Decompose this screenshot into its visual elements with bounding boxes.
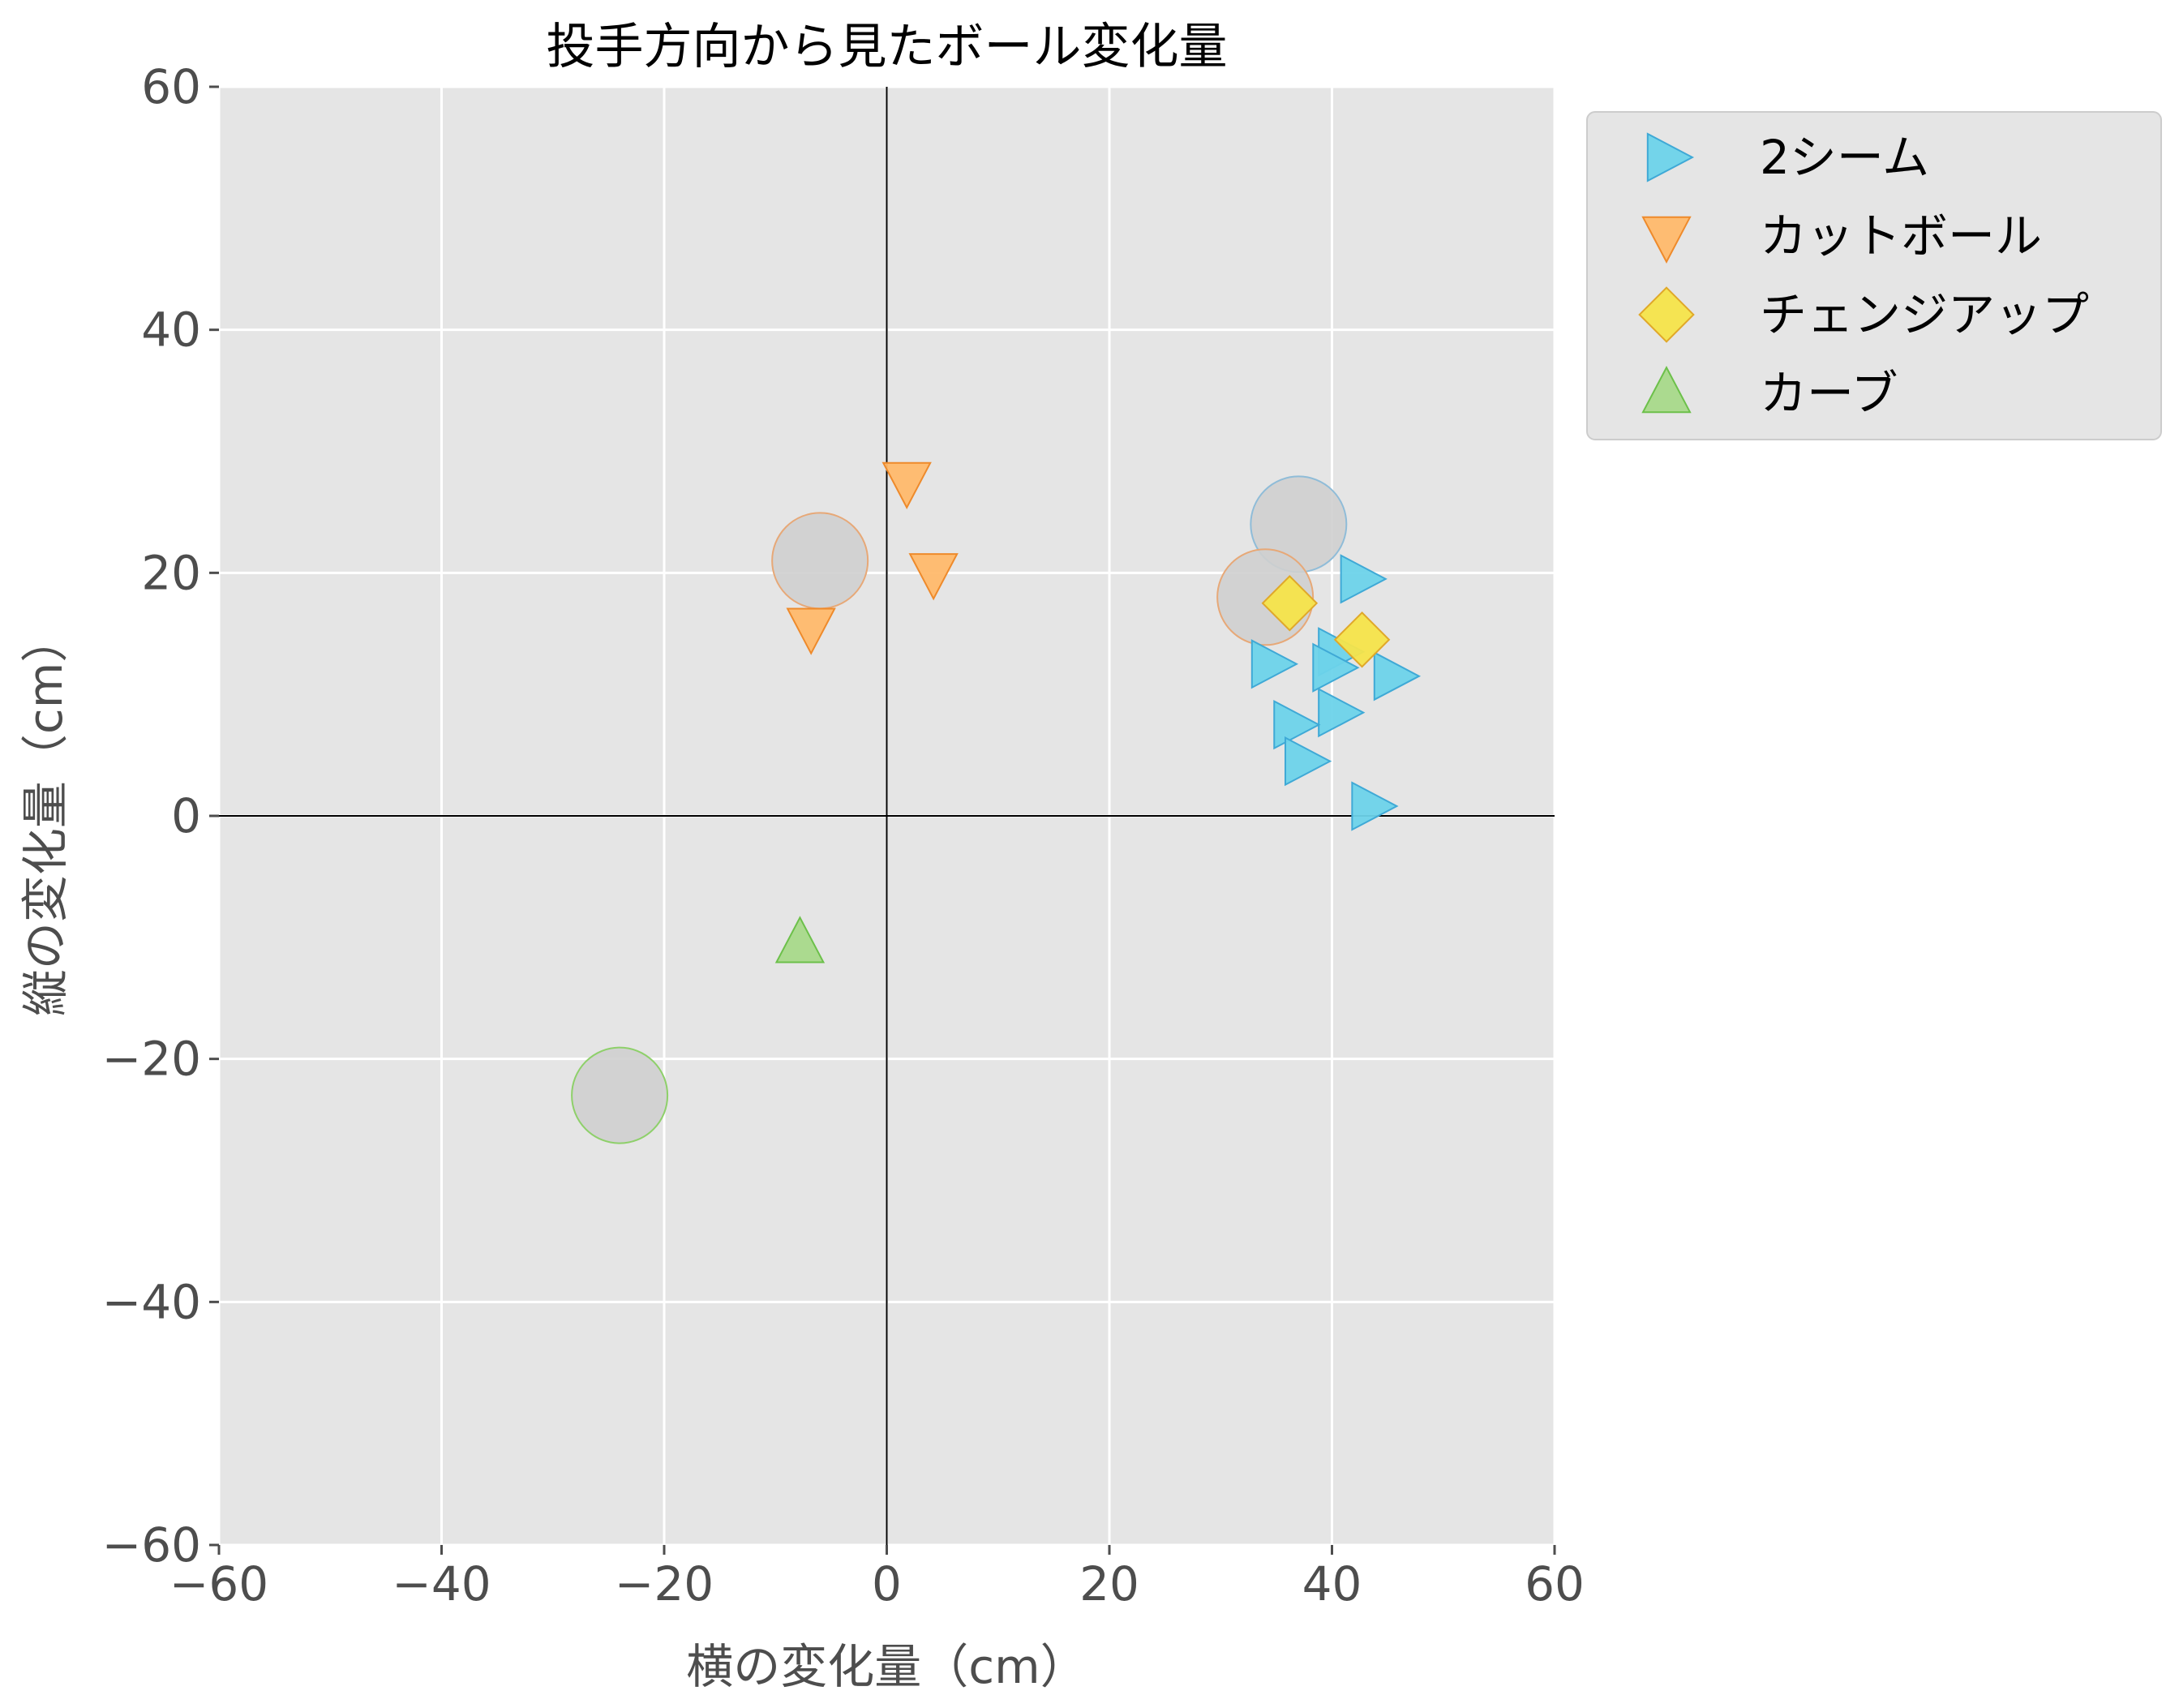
legend-box <box>1586 111 2162 440</box>
legend-marker <box>1638 286 1695 343</box>
data-point <box>1284 736 1332 787</box>
y-tick-label: −60 <box>102 1517 201 1573</box>
legend-marker <box>1641 216 1692 264</box>
y-tick-label: 40 <box>141 303 201 358</box>
chart-title: 投手方向から見たボール変化量 <box>547 19 1228 75</box>
legend-label: カットボール <box>1760 208 2042 264</box>
data-point <box>908 553 959 601</box>
data-point <box>786 607 836 655</box>
y-axis-label: 縦の変化量（cm） <box>18 616 73 1016</box>
x-axis-label: 横の変化量（cm） <box>686 1639 1087 1694</box>
x-tick-label: 60 <box>1525 1556 1585 1611</box>
average-circle <box>771 512 869 610</box>
legend-label: カーブ <box>1760 366 1898 421</box>
data-point <box>1351 781 1399 831</box>
data-point <box>774 916 826 963</box>
y-tick-label: 60 <box>141 59 201 114</box>
data-point <box>1318 687 1366 738</box>
legend-marker <box>1646 132 1695 182</box>
y-tick-label: 20 <box>141 545 201 600</box>
legend-marker <box>1641 365 1692 414</box>
data-point <box>1373 651 1422 702</box>
data-point <box>1250 639 1299 689</box>
x-tick-label: 20 <box>1079 1556 1139 1611</box>
data-point <box>1312 642 1360 693</box>
y-tick-label: −20 <box>102 1032 201 1087</box>
data-point <box>1340 554 1388 604</box>
data-point <box>1273 699 1321 750</box>
x-tick-label: −20 <box>615 1556 714 1611</box>
legend-label: 2シーム <box>1760 130 1929 185</box>
x-tick-label: 40 <box>1302 1556 1362 1611</box>
average-circle <box>571 1046 669 1144</box>
y-tick-label: −40 <box>102 1274 201 1329</box>
x-tick-label: 0 <box>872 1556 902 1611</box>
data-point <box>1333 611 1391 668</box>
legend-label: チェンジアップ <box>1760 287 2089 342</box>
x-tick-label: −60 <box>169 1556 268 1611</box>
y-tick-label: 0 <box>171 788 201 843</box>
data-point <box>881 461 932 510</box>
data-point <box>1261 575 1319 632</box>
x-tick-label: −40 <box>392 1556 491 1611</box>
